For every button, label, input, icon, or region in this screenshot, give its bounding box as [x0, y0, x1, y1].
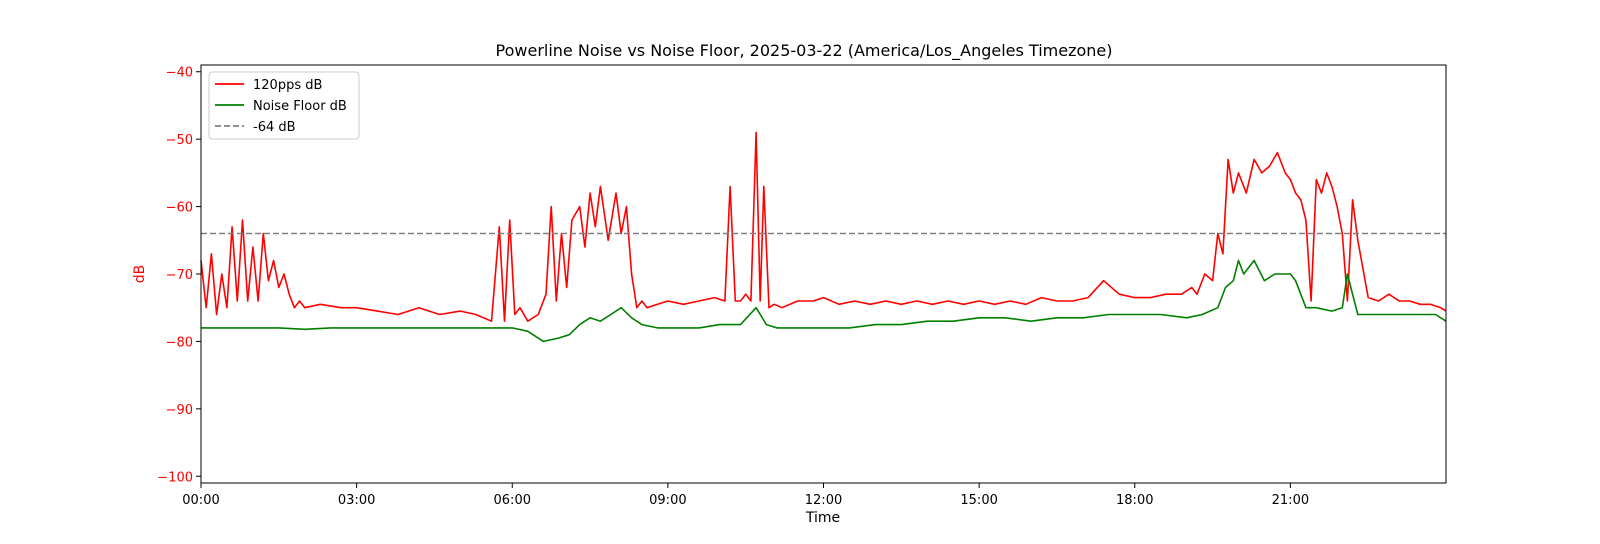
series-line-1	[201, 259, 1447, 343]
y-tick-label: −80	[166, 335, 193, 350]
legend-label: 120pps dB	[253, 78, 322, 93]
x-tick-label: 00:00	[182, 493, 219, 508]
chart-title: Powerline Noise vs Noise Floor, 2025-03-…	[496, 41, 1113, 61]
x-tick-label: 12:00	[805, 493, 842, 508]
legend-label: Noise Floor dB	[253, 99, 347, 114]
y-tick-label: −60	[166, 201, 193, 216]
x-axis-label: Time	[805, 510, 840, 526]
series-line-0	[200, 131, 1447, 323]
y-axis-label: dB	[132, 265, 148, 284]
y-axis: −40 −50 −60 −70 −80 −90 −100	[157, 66, 201, 485]
plot-area	[200, 131, 1447, 343]
legend-box	[208, 71, 360, 140]
y-tick-label: −70	[166, 268, 193, 283]
plot-frame	[200, 64, 1447, 484]
x-tick-label: 18:00	[1116, 493, 1153, 508]
legend: 120pps dB Noise Floor dB -64 dB	[208, 71, 360, 140]
x-tick-label: 15:00	[960, 493, 997, 508]
y-tick-label: −100	[157, 470, 193, 485]
y-tick-label: −50	[166, 133, 193, 148]
x-tick-label: 03:00	[338, 493, 375, 508]
x-tick-label: 21:00	[1272, 493, 1309, 508]
legend-label: -64 dB	[253, 120, 296, 135]
x-axis: 00:00 03:00 06:00 09:00 12:00 15:00 18:00 21:00	[182, 483, 1309, 508]
y-tick-label: −40	[166, 66, 193, 81]
y-tick-label: −90	[166, 403, 193, 418]
x-tick-label: 09:00	[649, 493, 686, 508]
x-tick-label: 06:00	[494, 493, 531, 508]
